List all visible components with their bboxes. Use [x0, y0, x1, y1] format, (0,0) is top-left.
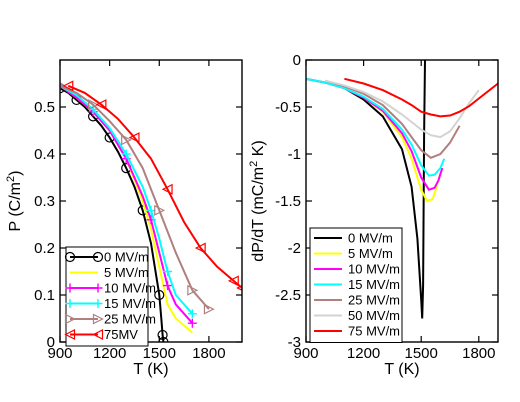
x-axis-label: T (K): [384, 361, 419, 378]
y-tick-label: -1.5: [275, 193, 301, 210]
legend-marker: [64, 251, 76, 263]
data-point: [128, 132, 140, 144]
legend-label: 0 MV/m: [348, 231, 393, 246]
data-point: [187, 318, 197, 328]
polarization-chart: 900 1200 1500 1800 0 0.1 0.2 0.3 0.4 0.5 T (K) P (C…: [5, 59, 243, 378]
y-tick-label: -1: [288, 146, 301, 163]
series-line: [60, 84, 210, 310]
y-axis-label: dP/dT (mC/m2 K): [248, 140, 267, 261]
data-point: [194, 242, 206, 254]
plot-area: [60, 80, 242, 342]
data-point: [161, 183, 173, 195]
y-tick-label: 0: [293, 52, 301, 69]
legend-marker: [65, 283, 75, 293]
data-point: [154, 204, 166, 216]
legend-marker: [65, 299, 75, 308]
legend-marker: [92, 313, 104, 325]
data-point: [87, 99, 99, 111]
series-line: [60, 84, 194, 315]
data-point: [227, 275, 239, 287]
y-tick-label: 0.4: [34, 146, 55, 163]
x-tick-label: 900: [47, 345, 72, 362]
x-tick-label: 1200: [93, 345, 126, 362]
y-axis-label: P (C/m2): [5, 171, 24, 232]
data-point: [158, 336, 169, 342]
series-line: [60, 87, 165, 342]
legend-label: 10 MV/m: [104, 281, 156, 296]
series-line: [67, 84, 242, 289]
y-tick-label: 0.1: [34, 287, 55, 304]
data-point: [157, 329, 168, 341]
legend-label: 15 MV/m: [348, 277, 400, 292]
legend: 0 MV/m5 MV/m10 MV/m15 MV/m25 MV/m50 MV/m…: [309, 227, 403, 343]
data-point: [187, 284, 199, 296]
data-point: [163, 281, 173, 291]
data-point: [187, 309, 197, 319]
data-point: [154, 289, 165, 301]
series-line: [60, 84, 194, 324]
x-tick-label: 1500: [405, 345, 438, 362]
y-tick-label: -3: [288, 334, 301, 351]
legend-label: 10 MV/m: [348, 262, 400, 277]
legend-label: 50 MV/m: [348, 308, 400, 323]
y-tick-label: -2.5: [275, 287, 301, 304]
data-point: [163, 267, 173, 276]
series-line: [324, 79, 461, 159]
legend-label: 75MV: [104, 327, 138, 342]
legend-marker: [92, 329, 104, 340]
legend-marker: [92, 251, 104, 263]
x-axis-label: T (K): [133, 361, 168, 378]
series-line: [306, 77, 444, 191]
series-line: [324, 79, 480, 139]
legend-label: 5 MV/m: [348, 246, 393, 261]
legend-label: 25 MV/m: [348, 293, 400, 308]
x-tick-label: 1800: [192, 345, 225, 362]
plot-area: [306, 60, 498, 319]
y-tick-label: 0.3: [34, 193, 55, 210]
legend-marker: [64, 329, 76, 340]
x-tick-label: 1800: [462, 345, 495, 362]
legend-label: 0 MV/m: [104, 250, 149, 265]
dpdt-chart: 900 1200 1500 1800 0 -0.5 -1 -1.5 -2 -2.5 -3 T (K) d…: [248, 52, 499, 378]
x-tick-label: 1500: [143, 345, 176, 362]
data-point: [203, 303, 215, 315]
x-tick-label: 1200: [347, 345, 380, 362]
x-tick-label: 900: [293, 345, 318, 362]
legend-marker: [93, 283, 103, 293]
legend-label: 5 MV/m: [104, 265, 149, 280]
legend-box: [65, 246, 149, 347]
legend-marker: [64, 313, 76, 325]
data-point: [62, 80, 74, 92]
y-tick-label: 0: [47, 334, 55, 351]
data-point: [95, 99, 107, 111]
y-tick-label: 0.5: [34, 99, 55, 116]
data-point: [146, 205, 156, 215]
data-point: [121, 134, 133, 146]
y-tick-label: -0.5: [275, 99, 301, 116]
series-line: [306, 77, 446, 177]
legend-label: 75 MV/m: [348, 324, 400, 339]
y-tick-label: -2: [288, 240, 301, 257]
y-tick-label: 0.2: [34, 240, 55, 257]
data-point: [121, 149, 131, 159]
legend-label: 15 MV/m: [104, 296, 156, 311]
legend-marker: [93, 299, 103, 308]
legend-label: 25 MV/m: [104, 312, 156, 327]
series-line: [344, 77, 498, 118]
